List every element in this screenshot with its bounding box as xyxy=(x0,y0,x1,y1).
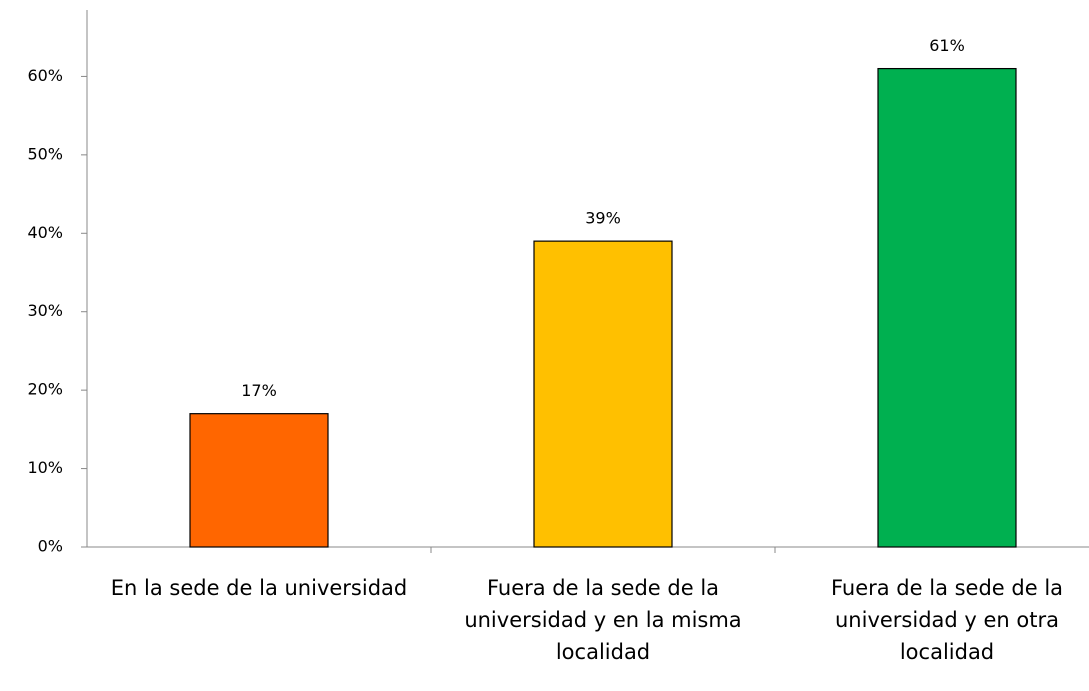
y-tick-label: 10% xyxy=(27,458,63,477)
x-tick-label: En la sede de la universidad xyxy=(110,576,408,600)
x-tick-label: Fuera de la sede de la universidad y en … xyxy=(830,576,1064,664)
x-tick-label: Fuera de la sede de la universidad y en … xyxy=(464,576,742,664)
data-label: 17% xyxy=(241,381,277,400)
y-tick-label: 50% xyxy=(27,144,63,163)
y-tick-label: 40% xyxy=(27,223,63,242)
data-label: 61% xyxy=(929,36,965,55)
data-label: 39% xyxy=(585,209,621,228)
y-tick-label: 0% xyxy=(38,537,63,556)
y-tick-label: 30% xyxy=(27,301,63,320)
y-tick-label: 20% xyxy=(27,380,63,399)
bar xyxy=(533,240,673,548)
bar xyxy=(189,413,329,548)
y-tick-label: 60% xyxy=(27,66,63,85)
bar xyxy=(877,67,1017,548)
